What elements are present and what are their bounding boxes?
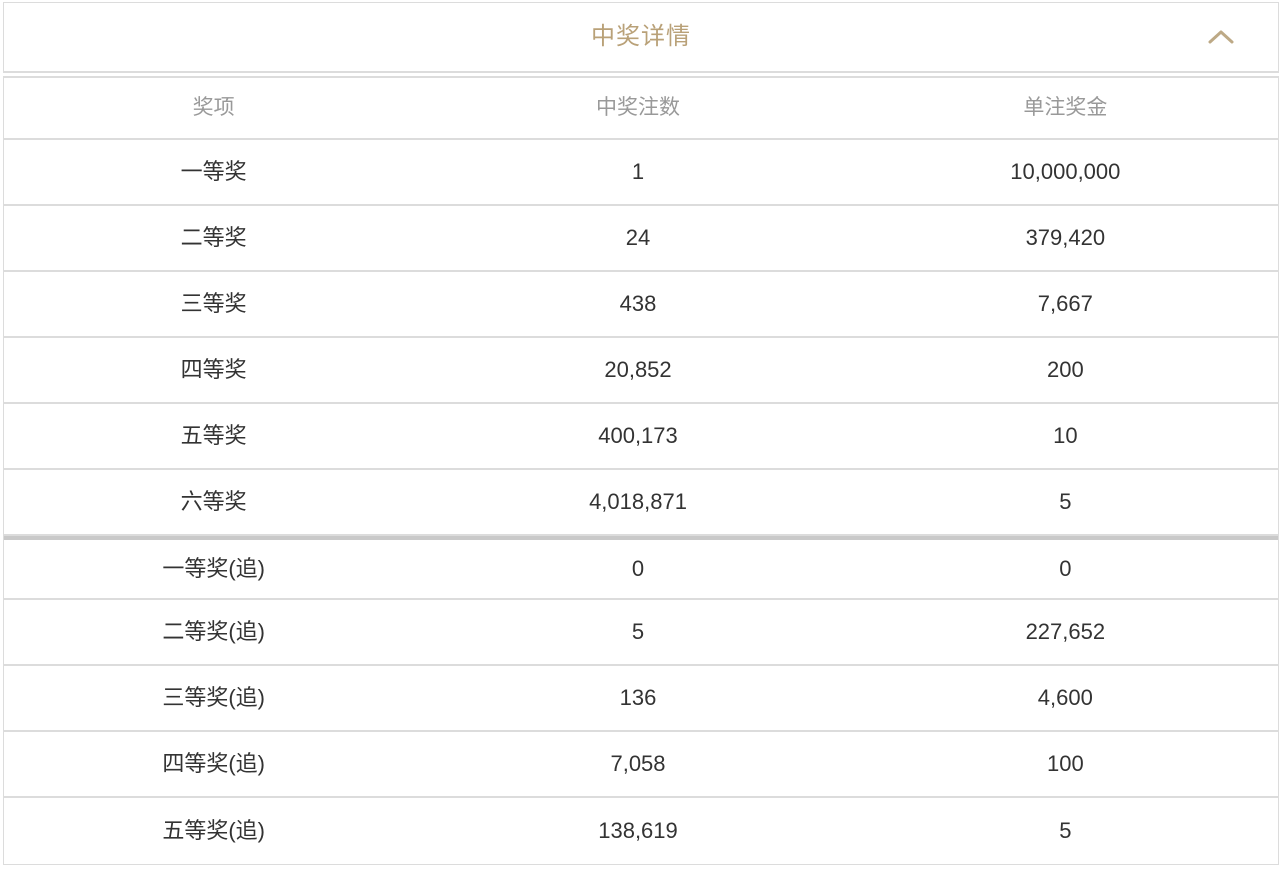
page-title: 中奖详情 xyxy=(591,23,691,50)
table-row: 一等奖(追) 0 0 xyxy=(4,536,1278,600)
column-header-prize: 奖项 xyxy=(192,96,235,120)
cell-prize: 六等奖 xyxy=(180,488,247,514)
cell-prize: 一等奖(追) xyxy=(162,555,265,581)
cell-amount: 4,600 xyxy=(1037,684,1093,710)
table-header-row: 奖项 中奖注数 单注奖金 xyxy=(4,78,1278,140)
cell-count: 5 xyxy=(631,618,645,644)
cell-prize: 三等奖 xyxy=(180,290,247,316)
cell-count: 20,852 xyxy=(604,356,672,382)
cell-prize: 五等奖 xyxy=(180,422,247,448)
cell-count: 438 xyxy=(619,290,657,316)
cell-prize: 二等奖 xyxy=(180,224,247,250)
cell-count: 24 xyxy=(625,224,651,250)
table-row: 三等奖(追) 136 4,600 xyxy=(4,666,1278,732)
cell-count: 7,058 xyxy=(610,750,666,776)
table-row: 四等奖(追) 7,058 100 xyxy=(4,732,1278,798)
table-row: 三等奖 438 7,667 xyxy=(4,272,1278,338)
table-row: 二等奖(追) 5 227,652 xyxy=(4,600,1278,666)
table-row: 五等奖 400,173 10 xyxy=(4,404,1278,470)
table-row: 一等奖 1 10,000,000 xyxy=(4,140,1278,206)
table-body: 一等奖 1 10,000,000 二等奖 24 379,420 三等奖 438 7,667 四等奖… xyxy=(4,140,1278,864)
prize-table: 奖项 中奖注数 单注奖金 一等奖 1 10,000,000 二等奖 24 379,420 三… xyxy=(3,76,1279,865)
column-header-count: 中奖注数 xyxy=(596,96,680,120)
cell-prize: 五等奖(追) xyxy=(162,817,265,843)
chevron-up-icon[interactable] xyxy=(1206,22,1236,52)
cell-amount: 0 xyxy=(1059,555,1072,581)
cell-prize: 三等奖(追) xyxy=(162,684,265,710)
cell-amount: 10,000,000 xyxy=(1010,158,1121,184)
cell-amount: 7,667 xyxy=(1037,290,1093,316)
cell-prize: 四等奖(追) xyxy=(162,750,265,776)
table-row: 五等奖(追) 138,619 5 xyxy=(4,798,1278,864)
column-header-amount: 单注奖金 xyxy=(1023,96,1108,120)
cell-count: 400,173 xyxy=(598,422,678,448)
cell-amount: 5 xyxy=(1059,488,1072,514)
table-row: 四等奖 20,852 200 xyxy=(4,338,1278,404)
panel-header[interactable]: 中奖详情 xyxy=(3,2,1279,73)
cell-amount: 200 xyxy=(1046,356,1084,382)
cell-count: 0 xyxy=(631,555,645,581)
table-row: 二等奖 24 379,420 xyxy=(4,206,1278,272)
cell-amount: 10 xyxy=(1053,422,1078,448)
cell-amount: 227,652 xyxy=(1025,618,1106,644)
cell-amount: 100 xyxy=(1046,750,1084,776)
cell-count: 138,619 xyxy=(598,817,678,843)
cell-prize: 一等奖 xyxy=(180,158,247,184)
cell-count: 1 xyxy=(631,158,645,184)
cell-prize: 四等奖 xyxy=(180,356,247,382)
cell-count: 4,018,871 xyxy=(589,488,687,514)
cell-count: 136 xyxy=(619,684,657,710)
cell-prize: 二等奖(追) xyxy=(162,618,265,644)
table-row: 六等奖 4,018,871 5 xyxy=(4,470,1278,536)
cell-amount: 5 xyxy=(1059,817,1072,843)
cell-amount: 379,420 xyxy=(1025,224,1106,250)
